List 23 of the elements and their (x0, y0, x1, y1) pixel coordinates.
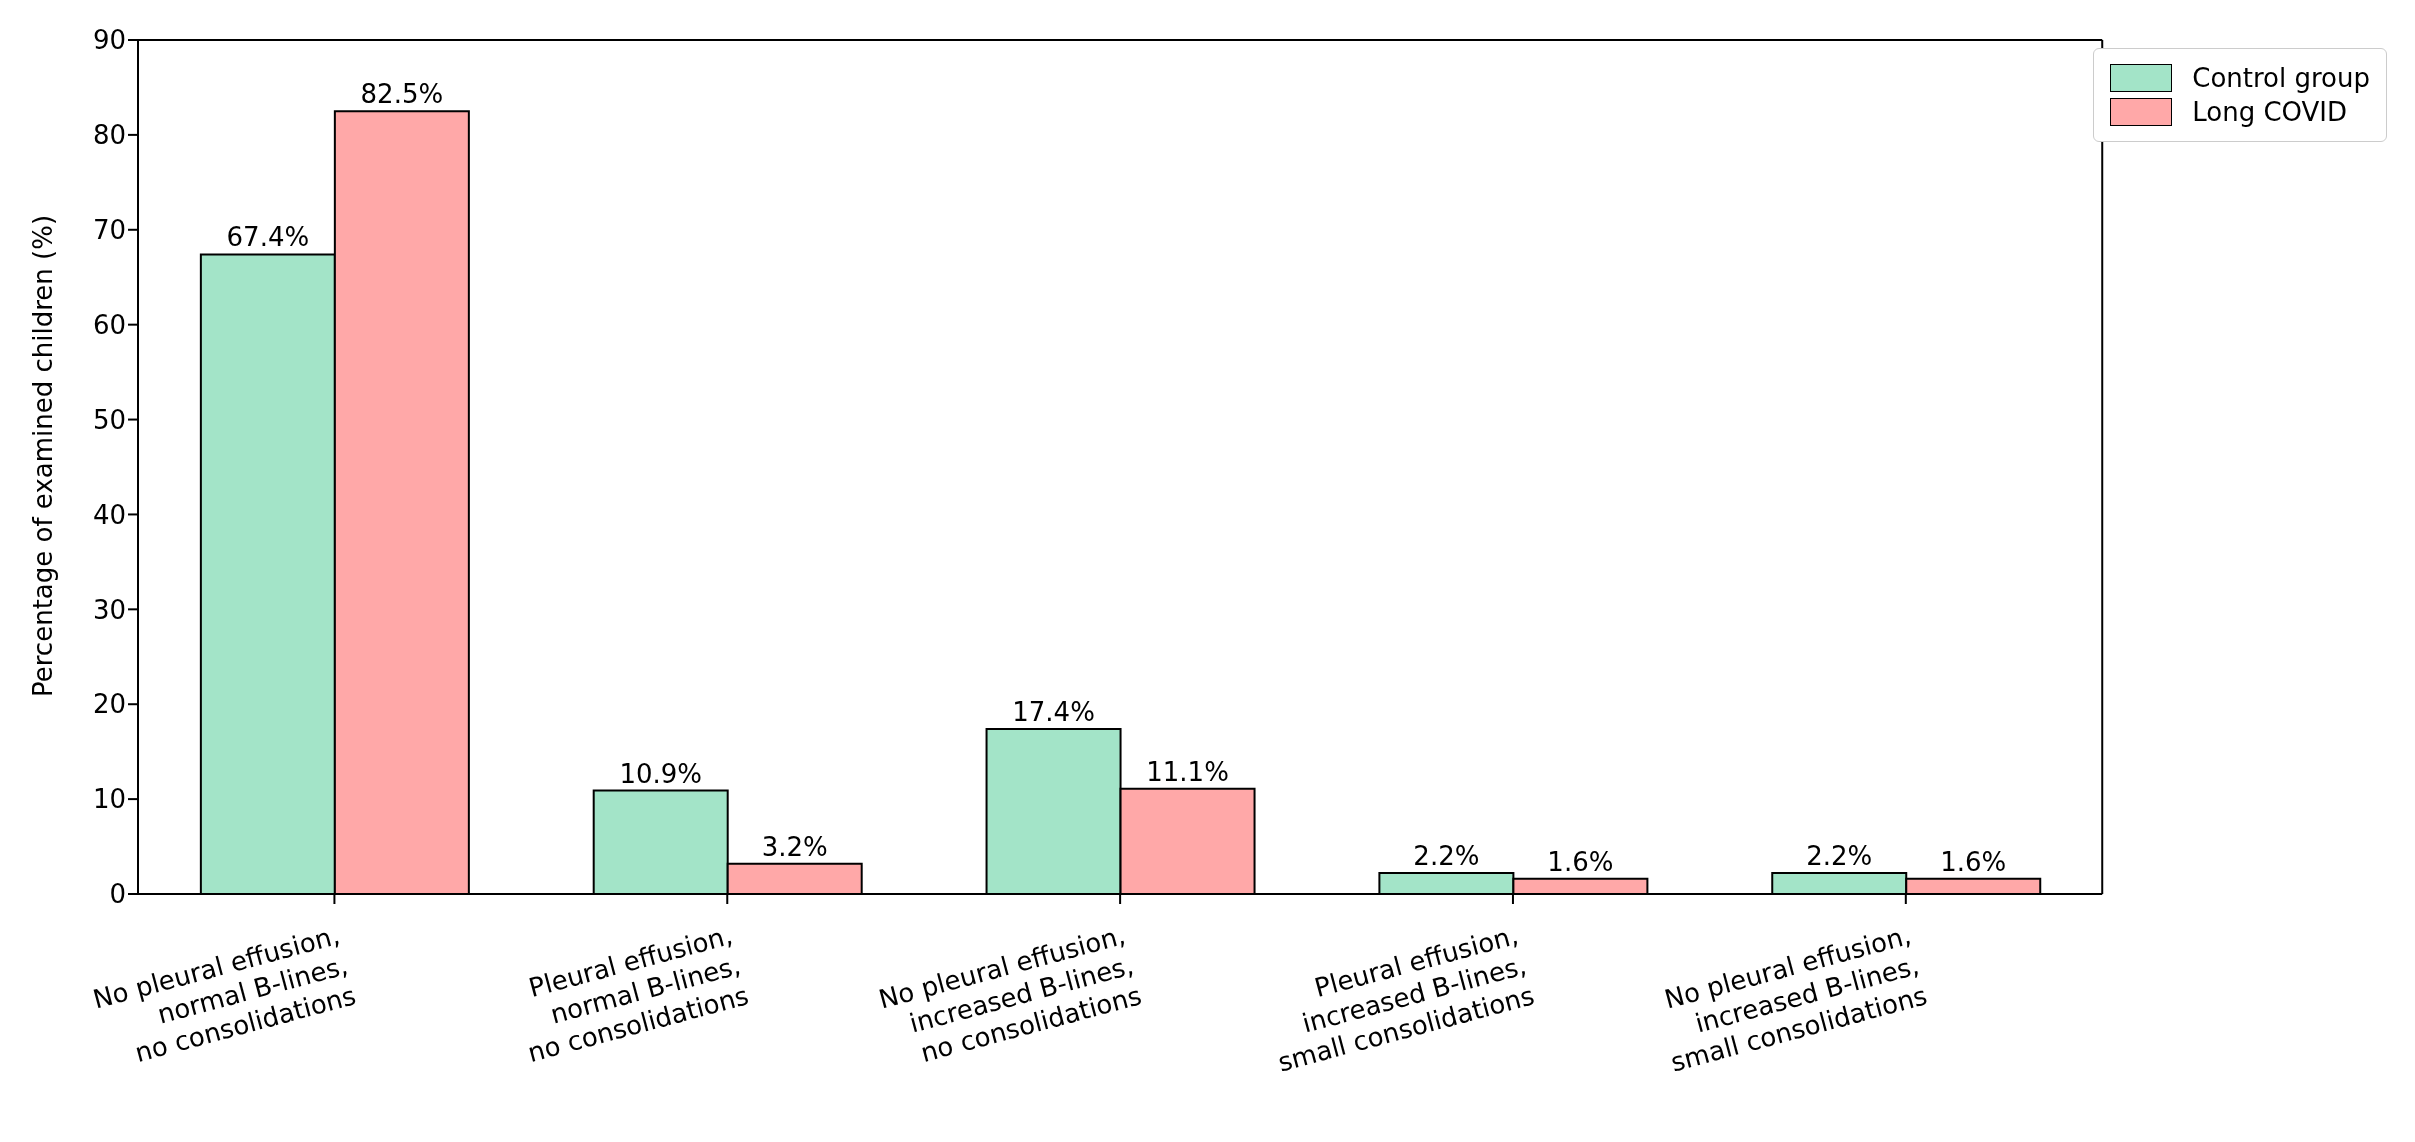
y-axis-title: Percentage of examined children (%) (28, 214, 59, 697)
data-label: 82.5% (360, 79, 444, 110)
legend-label: Long COVID (2192, 97, 2348, 127)
y-tick-label: 50 (92, 404, 126, 435)
y-tick-label: 60 (92, 309, 126, 340)
data-label: 2.2% (1413, 841, 1480, 872)
data-label: 2.2% (1806, 841, 1873, 872)
y-tick-label: 90 (92, 25, 126, 56)
y-tick-label: 70 (92, 215, 126, 246)
data-label: 17.4% (1012, 696, 1095, 727)
data-label: 11.1% (1146, 756, 1229, 787)
data-label: 1.6% (1940, 846, 2007, 877)
data-label: 10.9% (619, 758, 703, 789)
y-tick-label: 10 (92, 784, 126, 815)
y-tick-label: 0 (109, 879, 126, 910)
y-tick-label: 20 (92, 689, 126, 720)
y-tick-label: 80 (92, 120, 126, 151)
data-label: 67.4% (226, 222, 310, 253)
y-tick-label: 30 (92, 594, 126, 625)
data-label: 3.2% (761, 831, 828, 862)
legend-label: Control group (2192, 63, 2370, 93)
y-tick-label: 40 (92, 499, 126, 530)
data-label: 1.6% (1547, 846, 1614, 877)
